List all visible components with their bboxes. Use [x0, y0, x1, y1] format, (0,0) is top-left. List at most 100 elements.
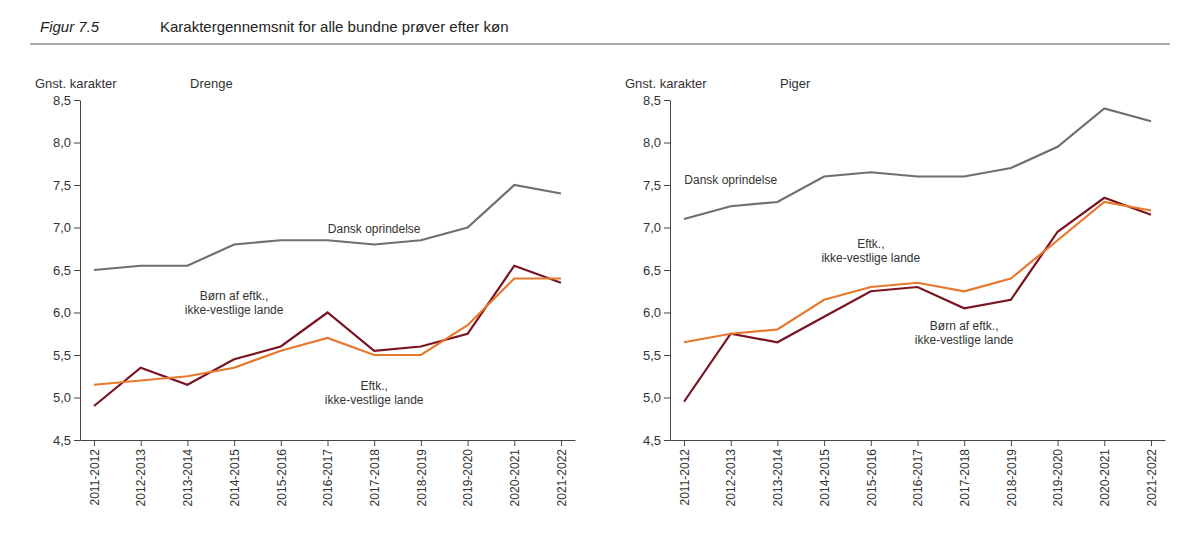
- x-tick-mark: [421, 440, 422, 446]
- y-axis: 4,5 5,0 5,5 6,0 6,5 7,0 7,5 8,0 8,5: [643, 93, 671, 448]
- y-axis-line: [670, 101, 671, 441]
- x-tick-mark: [871, 440, 872, 446]
- y-tick: 6,5: [643, 263, 670, 278]
- x-tick: 2021-2022: [555, 440, 569, 506]
- y-axis-title: Gnst. karakter: [625, 76, 707, 91]
- x-tick: 2017-2018: [958, 440, 972, 506]
- y-tick: 8,0: [53, 135, 80, 150]
- y-tick-mark: [664, 398, 670, 399]
- x-tick: 2019-2020: [461, 440, 475, 506]
- x-tick-mark: [187, 440, 188, 446]
- x-tick-mark: [328, 440, 329, 446]
- y-tick-label: 6,5: [53, 263, 71, 278]
- x-tick-mark: [234, 440, 235, 446]
- x-tick-label: 2014-2015: [228, 449, 242, 507]
- x-tick-mark: [1011, 440, 1012, 446]
- x-axis: 2011-20122012-20132013-20142014-20152015…: [81, 440, 576, 506]
- y-tick-label: 6,0: [53, 305, 71, 320]
- figure-label: Figur 7.5: [40, 18, 100, 35]
- x-tick: 2011-2012: [88, 440, 102, 506]
- y-tick: 5,5: [53, 348, 80, 363]
- x-tick-mark: [281, 440, 282, 446]
- series-line: [684, 198, 1151, 402]
- x-tick-label: 2020-2021: [508, 449, 522, 507]
- x-tick-mark: [1104, 440, 1105, 446]
- figure-title: Karaktergennemsnit for alle bundne prøve…: [160, 18, 509, 35]
- x-tick-mark: [731, 440, 732, 446]
- y-tick: 4,5: [643, 433, 670, 448]
- y-axis: 4,55,05,56,06,57,07,58,08,5: [53, 93, 81, 448]
- panel-title: Drenge: [190, 76, 233, 91]
- y-tick-mark: [74, 228, 80, 229]
- x-tick-mark: [1151, 440, 1152, 446]
- x-tick: 2014-2015: [228, 440, 242, 506]
- y-tick-label: 7,0: [643, 220, 661, 235]
- y-tick-label: 8,5: [643, 93, 661, 108]
- x-tick: 2015-2016: [275, 440, 289, 506]
- x-tick: 2012-2013: [724, 440, 738, 506]
- y-tick: 7,0: [643, 220, 670, 235]
- y-tick-label: 8,5: [53, 93, 71, 108]
- x-tick: 2021-2022: [1145, 440, 1159, 506]
- series-label: Eftk.,ikke-vestlige lande: [325, 379, 424, 407]
- y-tick: 7,5: [53, 178, 80, 193]
- x-tick-mark: [94, 440, 95, 446]
- series-line: [94, 266, 561, 406]
- y-tick-label: 8,0: [53, 135, 71, 150]
- y-tick: 8,5: [53, 93, 80, 108]
- x-tick-label: 2019-2020: [461, 449, 475, 507]
- x-tick: 2020-2021: [508, 440, 522, 506]
- y-tick-mark: [74, 143, 80, 144]
- y-tick-label: 6,5: [643, 263, 661, 278]
- series-line: [684, 202, 1151, 342]
- y-tick-mark: [74, 270, 80, 271]
- y-tick: 8,0: [643, 135, 670, 150]
- y-tick-mark: [664, 270, 670, 271]
- panel: 4,5 5,0 5,5 6,0 6,5 7,0 7,5 8,0 8,5 2011-20122012…: [625, 76, 1166, 506]
- series-label: Børn af eftk.,ikke-vestlige lande: [185, 289, 284, 317]
- x-tick-label: 2016-2017: [911, 449, 925, 507]
- x-tick-mark: [824, 440, 825, 446]
- y-tick-mark: [664, 143, 670, 144]
- x-tick-label: 2021-2022: [1145, 449, 1159, 507]
- x-tick-mark: [561, 440, 562, 446]
- series-line: [94, 185, 561, 270]
- series-line: [94, 279, 561, 385]
- x-tick-label: 2011-2012: [88, 449, 102, 506]
- y-tick-label: 5,0: [53, 390, 71, 405]
- figure: Figur 7.5 Karaktergennemsnit for alle bun…: [0, 0, 1200, 544]
- y-tick: 6,5: [53, 263, 80, 278]
- y-tick-mark: [74, 440, 80, 441]
- plot-area: [94, 185, 561, 406]
- y-tick-label: 5,5: [643, 348, 661, 363]
- y-tick: 5,5: [643, 348, 670, 363]
- x-tick-label: 2014-2015: [818, 449, 832, 507]
- y-tick-label: 5,0: [643, 390, 661, 405]
- y-tick: 7,0: [53, 220, 80, 235]
- x-tick: 2016-2017: [911, 440, 925, 506]
- series-label: Dansk oprindelse: [684, 173, 777, 187]
- y-tick: 5,0: [643, 390, 670, 405]
- x-tick-label: 2017-2018: [368, 449, 382, 507]
- y-tick: 7,5: [643, 178, 670, 193]
- x-tick: 2020-2021: [1098, 440, 1112, 506]
- x-tick-label: 2019-2020: [1051, 449, 1065, 507]
- y-tick: 6,0: [643, 305, 670, 320]
- plot-area: [684, 109, 1151, 402]
- x-axis: 2011-20122012-20132013-20142014-20152015…: [671, 440, 1166, 506]
- y-tick-label: 7,5: [643, 178, 661, 193]
- x-tick-mark: [1058, 440, 1059, 446]
- x-tick: 2015-2016: [865, 440, 879, 506]
- x-tick-mark: [468, 440, 469, 446]
- x-tick: 2014-2015: [818, 440, 832, 506]
- y-tick-mark: [74, 185, 80, 186]
- x-tick: 2018-2019: [415, 440, 429, 506]
- x-tick-label: 2012-2013: [724, 449, 738, 507]
- y-tick: 5,0: [53, 390, 80, 405]
- y-tick-label: 8,0: [643, 135, 661, 150]
- x-tick-label: 2015-2016: [275, 449, 289, 507]
- y-axis-line: [80, 101, 81, 441]
- line-labels: Dansk oprindelseBørn af eftk.,ikke-vestl…: [684, 173, 1014, 347]
- x-tick: 2019-2020: [1051, 440, 1065, 506]
- x-tick-label: 2018-2019: [1005, 449, 1019, 507]
